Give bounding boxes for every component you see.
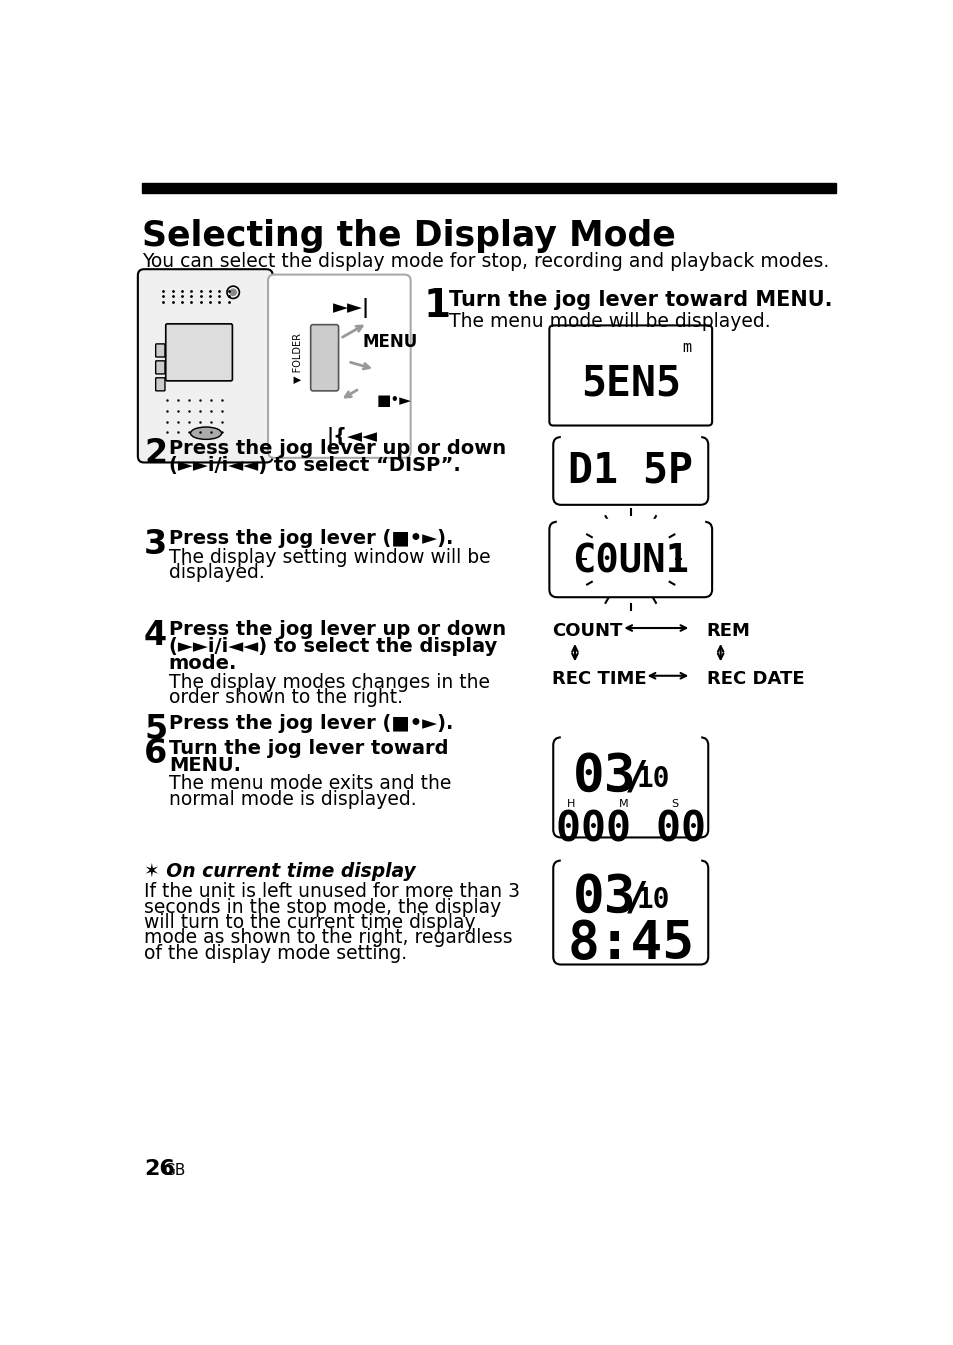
- Text: C0UN1: C0UN1: [572, 542, 688, 580]
- Text: 10: 10: [637, 886, 670, 915]
- Text: ►►|: ►►|: [333, 297, 370, 317]
- Text: D1 5P: D1 5P: [568, 451, 693, 492]
- Text: 4: 4: [144, 619, 167, 652]
- Text: 5EN5: 5EN5: [580, 362, 680, 404]
- Text: Press the jog lever (■•►).: Press the jog lever (■•►).: [169, 714, 453, 733]
- FancyBboxPatch shape: [155, 344, 165, 356]
- Text: 3: 3: [144, 529, 167, 561]
- FancyBboxPatch shape: [549, 325, 711, 425]
- Bar: [560, 736, 700, 740]
- Text: If the unit is left unused for more than 3: If the unit is left unused for more than…: [144, 882, 519, 901]
- Text: REM: REM: [706, 621, 750, 640]
- Text: 03: 03: [572, 872, 636, 924]
- Bar: [560, 858, 700, 863]
- Text: Press the jog lever (■•►).: Press the jog lever (■•►).: [169, 530, 453, 549]
- FancyBboxPatch shape: [553, 861, 707, 964]
- Text: 5: 5: [144, 713, 167, 745]
- Bar: [557, 519, 703, 525]
- Bar: [142, 183, 835, 192]
- Text: displayed.: displayed.: [169, 564, 264, 582]
- Text: |{◄◄: |{◄◄: [326, 428, 376, 447]
- Text: normal mode is displayed.: normal mode is displayed.: [169, 790, 416, 808]
- FancyBboxPatch shape: [166, 324, 233, 381]
- Text: mode as shown to the right, regardless: mode as shown to the right, regardless: [144, 928, 512, 947]
- Text: Press the jog lever up or down: Press the jog lever up or down: [169, 438, 505, 457]
- Text: COUNT: COUNT: [551, 621, 621, 640]
- Text: Turn the jog lever toward: Turn the jog lever toward: [169, 738, 448, 757]
- Text: The menu mode exits and the: The menu mode exits and the: [169, 775, 451, 794]
- Text: m: m: [681, 340, 691, 355]
- Text: The display modes changes in the: The display modes changes in the: [169, 672, 489, 691]
- Text: seconds in the stop mode, the display: seconds in the stop mode, the display: [144, 897, 500, 916]
- FancyBboxPatch shape: [137, 269, 273, 463]
- Text: You can select the display mode for stop, recording and playback modes.: You can select the display mode for stop…: [142, 253, 829, 272]
- Text: 000 00: 000 00: [556, 808, 705, 850]
- Text: Press the jog lever up or down: Press the jog lever up or down: [169, 620, 505, 639]
- Text: Selecting the Display Mode: Selecting the Display Mode: [142, 219, 676, 253]
- Text: 10: 10: [637, 765, 670, 794]
- Text: 2: 2: [144, 437, 167, 469]
- Text: (►►i/i◄◄) to select “DISP”.: (►►i/i◄◄) to select “DISP”.: [169, 456, 460, 475]
- Text: 1: 1: [423, 286, 451, 325]
- FancyBboxPatch shape: [311, 324, 338, 391]
- Text: 26: 26: [144, 1158, 174, 1178]
- Text: will turn to the current time display: will turn to the current time display: [144, 913, 476, 932]
- FancyBboxPatch shape: [553, 737, 707, 838]
- Text: The menu mode will be displayed.: The menu mode will be displayed.: [448, 312, 769, 331]
- Text: REC DATE: REC DATE: [706, 670, 803, 687]
- Text: /: /: [624, 759, 647, 798]
- Text: MENU.: MENU.: [169, 756, 240, 775]
- FancyBboxPatch shape: [553, 437, 707, 504]
- Text: M: M: [618, 799, 628, 808]
- FancyBboxPatch shape: [268, 274, 410, 457]
- Text: of the display mode setting.: of the display mode setting.: [144, 944, 407, 963]
- FancyBboxPatch shape: [155, 360, 165, 374]
- Text: ■•►: ■•►: [376, 393, 412, 408]
- Circle shape: [230, 289, 236, 296]
- Text: 6: 6: [144, 737, 167, 771]
- Text: (►►i/i◄◄) to select the display: (►►i/i◄◄) to select the display: [169, 638, 497, 656]
- Text: ▼ FOLDER: ▼ FOLDER: [293, 332, 302, 383]
- Text: Turn the jog lever toward MENU.: Turn the jog lever toward MENU.: [448, 291, 831, 309]
- Text: 03: 03: [572, 752, 636, 803]
- FancyBboxPatch shape: [155, 378, 165, 391]
- Text: H: H: [567, 799, 575, 808]
- Bar: [560, 434, 700, 440]
- Text: ✶ On current time display: ✶ On current time display: [144, 862, 416, 881]
- Text: mode.: mode.: [169, 654, 237, 674]
- Text: order shown to the right.: order shown to the right.: [169, 689, 402, 707]
- Ellipse shape: [191, 428, 221, 440]
- Text: MENU: MENU: [362, 334, 417, 351]
- Text: 8:45: 8:45: [567, 919, 694, 970]
- Text: /: /: [624, 880, 647, 917]
- FancyBboxPatch shape: [549, 522, 711, 597]
- Text: REC TIME: REC TIME: [551, 670, 645, 687]
- Text: The display setting window will be: The display setting window will be: [169, 547, 490, 568]
- Text: S: S: [670, 799, 678, 808]
- Text: GB: GB: [162, 1163, 185, 1178]
